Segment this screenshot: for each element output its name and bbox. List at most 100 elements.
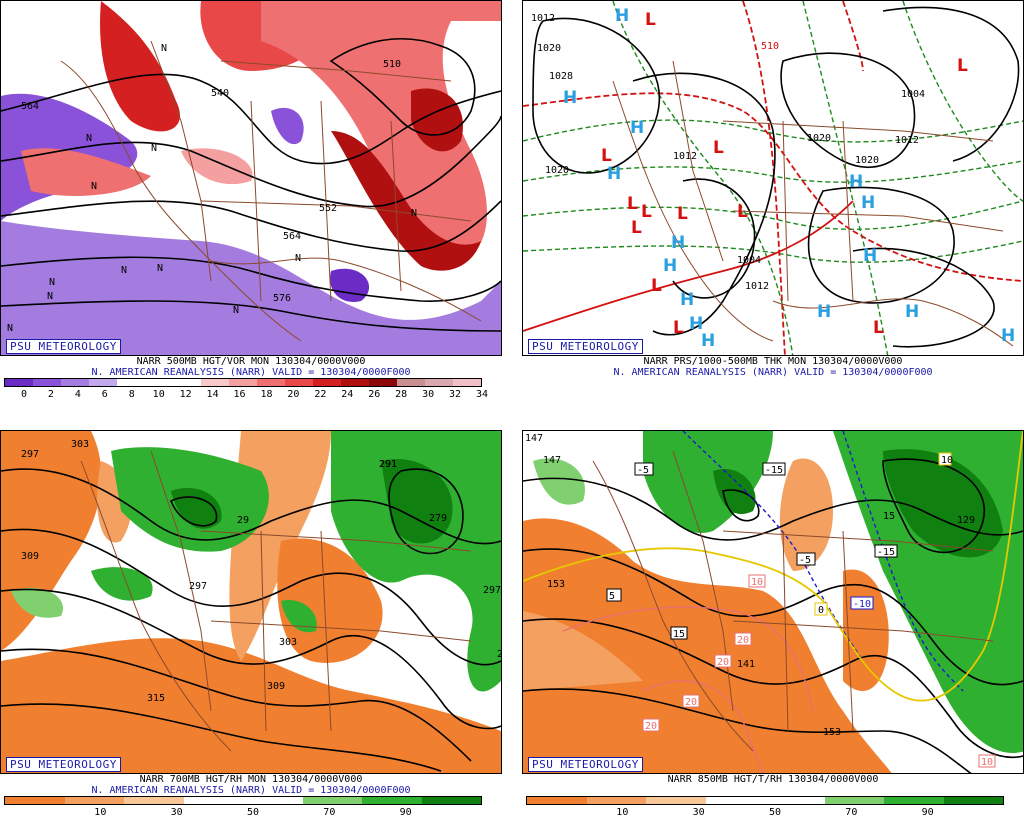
temp-label: -15 — [765, 465, 783, 476]
contour-label: 15 — [883, 511, 895, 522]
high-center: H — [817, 302, 831, 322]
vort-min-marker: N — [7, 323, 13, 334]
caption-valid: N. AMERICAN REANALYSIS (NARR) VALID = 13… — [91, 367, 411, 378]
colorbar-swatch — [145, 379, 173, 386]
high-center: H — [680, 290, 694, 310]
isobar-label: 1012 — [673, 151, 697, 162]
contour-label: 153 — [823, 727, 841, 738]
map-pressure: 1012 1020 1028 1020 1012 1004 1012 1020 … — [522, 0, 1024, 356]
colorbar-swatch — [527, 797, 587, 804]
rh-dry-region — [779, 458, 833, 571]
colorbar-swatch — [586, 797, 646, 804]
colorbar-tick: 10 — [616, 807, 629, 818]
high-center: H — [861, 193, 875, 213]
contour-labels: 147 147 153 141 153 129 15 — [525, 433, 975, 738]
rh-dry-region — [277, 538, 383, 663]
colorbar-swatch — [5, 379, 33, 386]
psu-branding: PSU METEOROLOGY — [528, 757, 643, 772]
colorbar-swatch — [285, 379, 313, 386]
isobar-label: 1012 — [895, 135, 919, 146]
low-center: L — [641, 202, 652, 222]
temp-label: -5 — [799, 555, 811, 566]
colorbar-swatch — [341, 379, 369, 386]
contour-label: 297 — [483, 585, 501, 596]
isobar-label: 1012 — [745, 281, 769, 292]
vort-min-marker: N — [161, 43, 167, 54]
colorbar-swatch — [257, 379, 285, 386]
rh-moist-region — [533, 458, 585, 505]
colorbar-tick: 16 — [233, 389, 246, 400]
low-center: L — [673, 318, 684, 338]
temp-label: 20 — [737, 635, 749, 646]
map-500mb: 564 540 510 552 564 576 N N N N N N N N … — [0, 0, 502, 356]
colorbar-swatch — [117, 379, 145, 386]
high-center: H — [563, 88, 577, 108]
colorbar — [4, 796, 482, 805]
colorbar-tick: 70 — [845, 807, 858, 818]
low-center: L — [601, 146, 612, 166]
isobar-label: 1028 — [549, 71, 573, 82]
temperature-boxes: -5 -15 -5 5 -15 -10 15 10 20 20 — [606, 452, 996, 768]
high-center: H — [689, 314, 703, 334]
colorbar-swatch — [421, 797, 481, 804]
colorbar-tick: 12 — [179, 389, 192, 400]
panel-700mb-rh: 297 303 309 291 297 297 303 309 315 279 … — [0, 430, 502, 832]
rh-moist-region — [11, 587, 63, 618]
temp-label: 5 — [609, 591, 615, 602]
thickness-label: 510 — [761, 41, 779, 52]
colorbar-swatch — [824, 797, 884, 804]
vort-min-marker: N — [91, 181, 97, 192]
contour-label: 564 — [283, 231, 301, 242]
colorbar-tick: 24 — [341, 389, 354, 400]
low-center: L — [873, 318, 884, 338]
vorticity-positive-region — [331, 131, 481, 271]
colorbar-tick: 90 — [921, 807, 934, 818]
colorbar-swatch — [765, 797, 825, 804]
contour-label: 147 — [525, 433, 543, 444]
contour-label: 129 — [957, 515, 975, 526]
rh-dry-region — [523, 611, 643, 691]
rh-moist-region — [381, 459, 453, 544]
caption-product: NARR 850MB HGT/T/RH 130304/0000V000 — [667, 774, 879, 785]
contour-label: 315 — [147, 693, 165, 704]
isobar-label: 1020 — [807, 133, 831, 144]
contour-label: 291 — [379, 459, 397, 470]
contour-label: 510 — [383, 59, 401, 70]
high-center: H — [863, 246, 877, 266]
vort-min-marker: N — [86, 133, 92, 144]
high-center: H — [630, 118, 644, 138]
isobar-label: 1004 — [737, 255, 761, 266]
colorbar-swatch — [397, 379, 425, 386]
contour-labels: 297 303 309 291 297 297 303 309 315 279 … — [21, 439, 502, 704]
contour-label: 279 — [429, 513, 447, 524]
colorbar-swatch — [124, 797, 184, 804]
psu-branding: PSU METEOROLOGY — [528, 339, 643, 354]
psu-branding: PSU METEOROLOGY — [6, 757, 121, 772]
colorbar-swatch — [302, 797, 362, 804]
rh-dry-region — [1, 638, 501, 773]
colorbar-tick: 30 — [170, 807, 183, 818]
colorbar-swatch — [173, 379, 201, 386]
temp-label: -5 — [637, 465, 649, 476]
low-center: L — [737, 202, 748, 222]
colorbar-tick: 22 — [314, 389, 327, 400]
rh-moist-region — [713, 469, 756, 515]
colorbar-tick: 2 — [47, 389, 54, 400]
high-center: H — [615, 6, 629, 26]
contour-label: 309 — [21, 551, 39, 562]
temp-label: 10 — [941, 455, 953, 466]
vort-min-marker: N — [411, 208, 417, 219]
vorticity-positive-region — [21, 148, 151, 196]
colorbar-tick: 0 — [20, 389, 28, 400]
colorbar-tick: 18 — [260, 389, 273, 400]
contour-label: 297 — [497, 649, 502, 660]
colorbar-swatch — [89, 379, 117, 386]
high-center: H — [607, 164, 621, 184]
vort-min-marker: N — [49, 277, 55, 288]
map-700mb-svg: 297 303 309 291 297 297 303 309 315 279 … — [1, 431, 502, 773]
map-500mb-svg: 564 540 510 552 564 576 N N N N N N N N … — [1, 1, 501, 355]
temp-label: 15 — [673, 629, 685, 640]
vorticity-negative-region — [271, 107, 304, 145]
contour-label: 141 — [737, 659, 755, 670]
colorbar-swatch — [243, 797, 303, 804]
